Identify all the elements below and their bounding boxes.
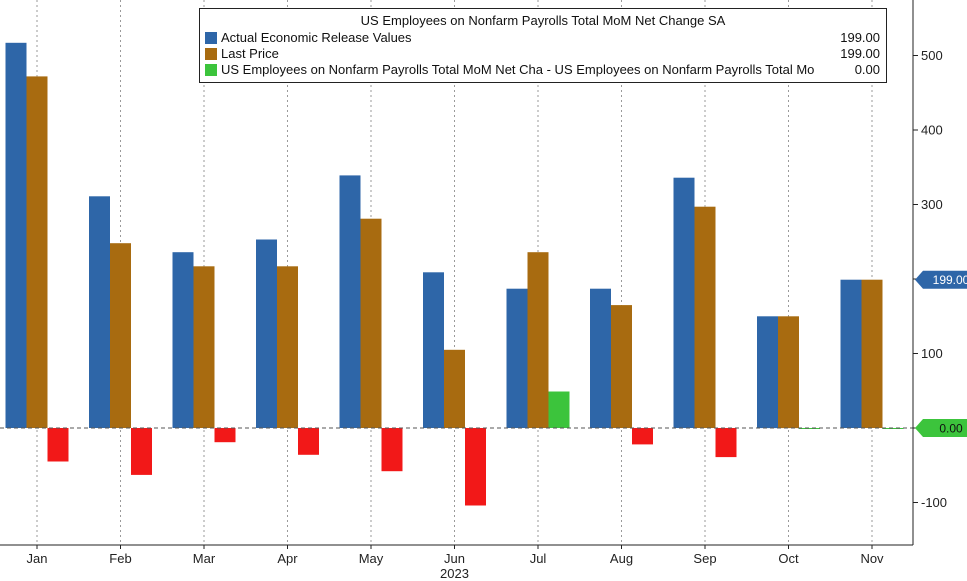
value-badges: 199.00 0.00 [915, 270, 967, 437]
bar-s2-aug [632, 428, 653, 445]
legend-swatch-difference [205, 64, 217, 76]
x-tick-label-mar: Mar [193, 551, 216, 566]
bar-s2-oct [799, 428, 820, 429]
legend-item-difference: US Employees on Nonfarm Payrolls Total M… [200, 62, 886, 78]
x-tick-label-feb: Feb [109, 551, 131, 566]
bar-s2-jun [465, 428, 486, 506]
x-tick-label-apr: Apr [277, 551, 298, 566]
bar-s2-apr [298, 428, 319, 455]
legend-value-difference: 0.00 [851, 62, 880, 77]
x-tick-label-nov: Nov [860, 551, 884, 566]
bar-s0-jan [5, 42, 27, 429]
bars [5, 42, 904, 506]
legend-label-actual: Actual Economic Release Values [221, 30, 412, 45]
bar-s0-oct [757, 316, 778, 429]
legend-value-actual: 199.00 [837, 30, 880, 45]
bar-s1-jun [444, 349, 465, 428]
legend-value-last-price: 199.00 [837, 46, 880, 61]
y-tick-label-300: 300 [921, 197, 943, 212]
bar-s2-feb [131, 428, 152, 475]
bar-s0-aug [590, 288, 611, 428]
bar-s0-mar [172, 252, 194, 428]
x-tick-label-sep: Sep [693, 551, 716, 566]
legend-item-last-price: Last Price 199.00 [200, 46, 886, 62]
legend-item-actual: Actual Economic Release Values 199.00 [200, 30, 886, 46]
bar-s1-may [360, 218, 382, 428]
bar-s0-nov [840, 279, 862, 428]
bar-s1-feb [110, 243, 131, 428]
bar-s0-may [339, 175, 361, 428]
x-tick-label-may: May [359, 551, 384, 566]
bar-s2-mar [214, 428, 236, 443]
bar-s2-jul [548, 391, 570, 428]
bar-s1-mar [193, 266, 215, 428]
bar-s0-feb [89, 196, 110, 428]
legend-label-difference: US Employees on Nonfarm Payrolls Total M… [221, 62, 815, 77]
bar-s0-apr [256, 239, 277, 428]
bar-s1-apr [277, 266, 298, 428]
bar-s0-jul [506, 288, 528, 428]
x-tick-labels: Jan Feb Mar Apr May Jun Jul Aug Sep Oct Nov 2023 [27, 551, 885, 581]
bar-s1-jul [527, 252, 549, 428]
badge-shape-1 [915, 419, 967, 437]
badge-label-1: 0.00 [939, 422, 963, 436]
bar-s1-jan [26, 76, 48, 429]
bar-s1-aug [611, 305, 632, 428]
bar-s1-sep [694, 206, 716, 428]
legend-swatch-actual [205, 32, 217, 44]
x-tick-label-jun: Jun [444, 551, 465, 566]
bar-s1-oct [778, 316, 799, 429]
y-tick-labels: -1000100200300400500 [921, 48, 947, 510]
legend-swatch-last-price [205, 48, 217, 60]
bar-s1-nov [861, 279, 883, 428]
x-tick-label-jan: Jan [27, 551, 48, 566]
y-tick-label-400: 400 [921, 123, 943, 138]
legend: US Employees on Nonfarm Payrolls Total M… [199, 8, 887, 83]
badge-label-0: 199.00 [933, 273, 967, 287]
bar-s0-jun [423, 272, 444, 428]
x-tick-label-oct: Oct [778, 551, 799, 566]
x-tick-label-jul: Jul [530, 551, 547, 566]
bar-s0-sep [673, 177, 695, 428]
bar-s2-may [381, 428, 403, 472]
y-tick-label-500: 500 [921, 48, 943, 63]
bar-s2-sep [715, 428, 737, 458]
legend-label-last-price: Last Price [221, 46, 279, 61]
y-tick-label--100: -100 [921, 495, 947, 510]
chart-title: US Employees on Nonfarm Payrolls Total M… [360, 13, 726, 28]
bar-s2-jan [47, 428, 69, 462]
badge-shape-0 [915, 270, 967, 289]
y-tick-label-100: 100 [921, 346, 943, 361]
x-year-label: 2023 [440, 566, 469, 581]
x-tick-label-aug: Aug [610, 551, 633, 566]
